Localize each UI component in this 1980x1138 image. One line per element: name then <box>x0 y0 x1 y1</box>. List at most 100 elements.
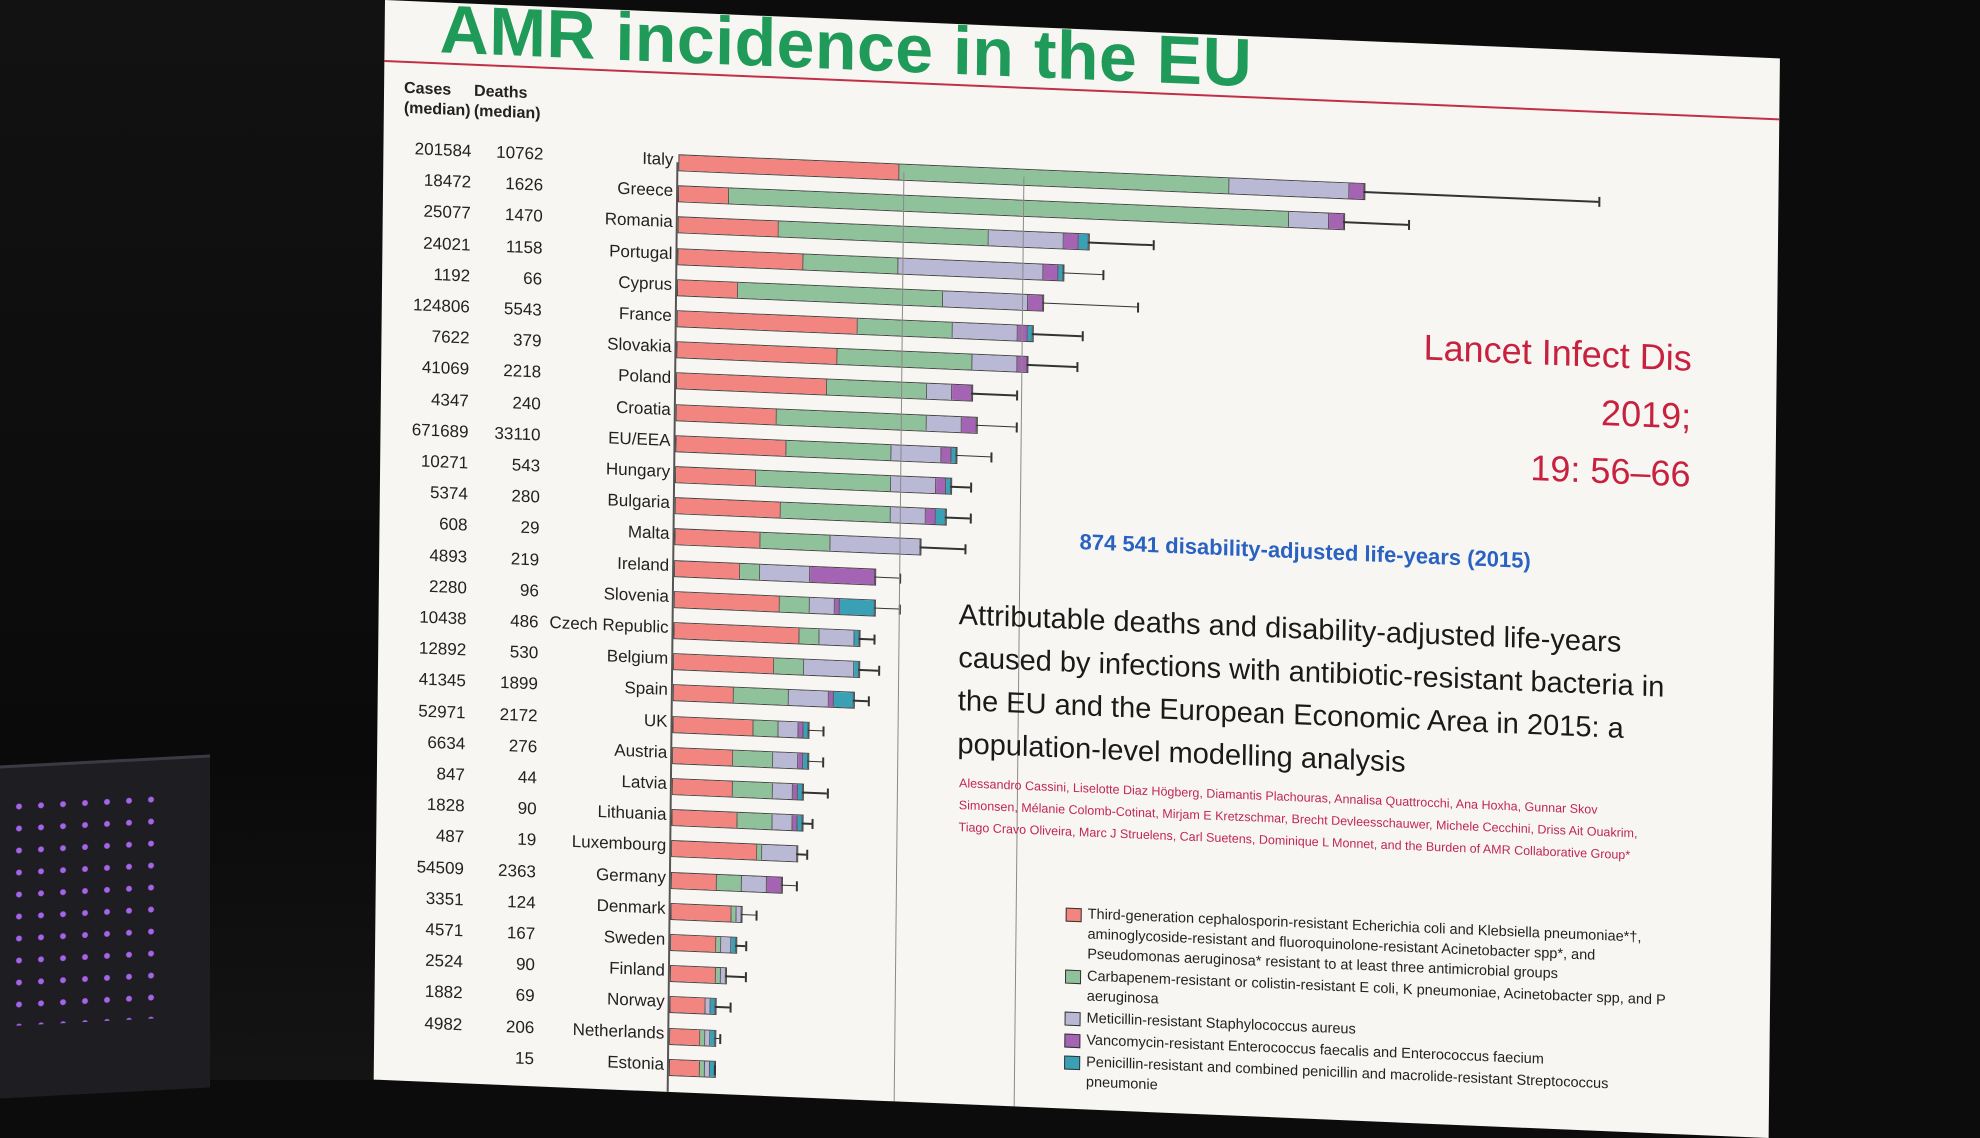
stacked-bar <box>676 373 973 402</box>
bar-segment-mrsa <box>830 536 920 555</box>
bar-segment-ceph <box>679 218 779 237</box>
country-label: Ireland <box>529 550 669 576</box>
bar-segment-mrsa <box>721 937 731 952</box>
bar-segment-ceph <box>676 498 781 517</box>
error-bar-cap <box>822 726 824 736</box>
bar-segment-carb <box>777 409 927 430</box>
bar-segment-mrsa <box>891 476 936 493</box>
stacked-bar <box>673 684 855 709</box>
cases-value: 6634 <box>395 731 465 754</box>
bar-segment-vre <box>936 478 946 493</box>
error-bar-cap <box>730 1003 732 1013</box>
bar-segment-carb <box>827 380 927 399</box>
cases-value: 25077 <box>401 201 471 224</box>
grid-line <box>894 172 905 1102</box>
country-label: Slovakia <box>531 331 671 357</box>
stacked-bar <box>670 903 742 923</box>
bar-segment-vre <box>1349 183 1364 199</box>
country-label: Portugal <box>532 238 672 264</box>
bar-segment-mrsa <box>760 564 810 581</box>
error-bar-cap <box>970 514 972 524</box>
error-bar <box>802 792 827 795</box>
bar-segment-ceph <box>679 187 729 204</box>
bar-segment-ceph <box>675 530 760 549</box>
bar-segment-carb <box>729 189 1289 227</box>
cases-value: 2524 <box>393 950 463 973</box>
bar-segment-ceph <box>679 155 899 179</box>
stacked-bar <box>672 778 804 801</box>
bar-segment-ceph <box>670 1060 700 1076</box>
error-bar-cap <box>756 910 758 920</box>
bar-segment-ceph <box>678 249 803 269</box>
led-panel-device <box>0 754 210 1098</box>
error-bar-cap <box>990 452 992 462</box>
stacked-bar <box>671 809 803 832</box>
error-bar <box>945 517 970 520</box>
cases-value <box>392 1043 462 1046</box>
country-label: Hungary <box>530 456 670 482</box>
bar-segment-mrsa <box>810 598 835 614</box>
bar-segment-vre <box>767 877 782 893</box>
bar-segment-vre <box>810 566 875 584</box>
bar-segment-mrsa <box>773 752 798 768</box>
country-label: Malta <box>529 518 669 544</box>
error-bar <box>1032 333 1082 337</box>
bar-segment-carb <box>858 319 953 338</box>
bar-segment-mrsa <box>972 355 1017 372</box>
error-bar-cap <box>1408 220 1410 230</box>
bar-segment-mrsa <box>819 629 854 645</box>
bar-segment-mrsa <box>772 814 792 830</box>
bar-segment-mrsa <box>789 690 829 707</box>
cases-value: 41069 <box>399 357 469 380</box>
cases-value: 124806 <box>400 295 470 318</box>
country-label: Bulgaria <box>530 487 670 513</box>
error-bar-cap <box>745 972 747 982</box>
error-bar <box>853 700 868 702</box>
bar-segment-ceph <box>677 405 777 424</box>
country-label: Cyprus <box>532 269 672 295</box>
bar-segment-carb <box>733 782 773 799</box>
error-bar-cap <box>1016 391 1018 401</box>
country-label: Austria <box>527 737 667 763</box>
cases-value: 4347 <box>399 388 469 411</box>
stacked-bar <box>675 497 947 525</box>
error-bar <box>919 547 964 550</box>
stacked-bar <box>673 653 860 678</box>
bar-segment-ceph <box>677 374 827 395</box>
cases-value: 7622 <box>399 326 469 349</box>
cases-value: 608 <box>397 513 467 536</box>
stacked-bar <box>676 404 978 434</box>
error-bar <box>955 455 990 458</box>
country-label: UK <box>527 706 667 732</box>
bar-segment-pen <box>834 692 854 708</box>
cases-value: 3351 <box>394 887 464 910</box>
bar-segment-carb <box>760 533 830 551</box>
paper-title: Attributable deaths and disability-adjus… <box>957 594 1679 796</box>
cases-value: 52971 <box>395 700 465 723</box>
bar-segment-carb <box>738 283 943 307</box>
bar-segment-vre <box>941 447 951 462</box>
error-bar-cap <box>1016 422 1018 432</box>
error-bar <box>808 729 823 731</box>
stacked-bar <box>678 217 1090 251</box>
bar-segment-mrsa <box>943 291 1028 310</box>
error-bar-cap <box>868 697 870 707</box>
bar-segment-carb <box>774 659 804 675</box>
bar-segment-carb <box>786 441 891 460</box>
cases-value: 18472 <box>401 170 471 193</box>
bar-segment-ceph <box>671 904 731 922</box>
country-label: Spain <box>528 674 668 700</box>
bar-segment-carb <box>837 349 972 370</box>
cases-value: 1192 <box>400 263 470 286</box>
error-bar-cap <box>806 850 808 860</box>
error-bar <box>950 486 970 488</box>
bar-segment-ceph <box>673 779 733 797</box>
bar-segment-carb <box>779 222 989 246</box>
bar-segment-mrsa <box>762 845 797 861</box>
stacked-bar <box>671 840 798 862</box>
cases-value: 201584 <box>401 139 471 162</box>
error-bar-cap <box>1137 302 1139 312</box>
error-bar-cap <box>878 666 880 676</box>
error-bar <box>976 424 1016 427</box>
bar-segment-ceph <box>675 561 740 579</box>
